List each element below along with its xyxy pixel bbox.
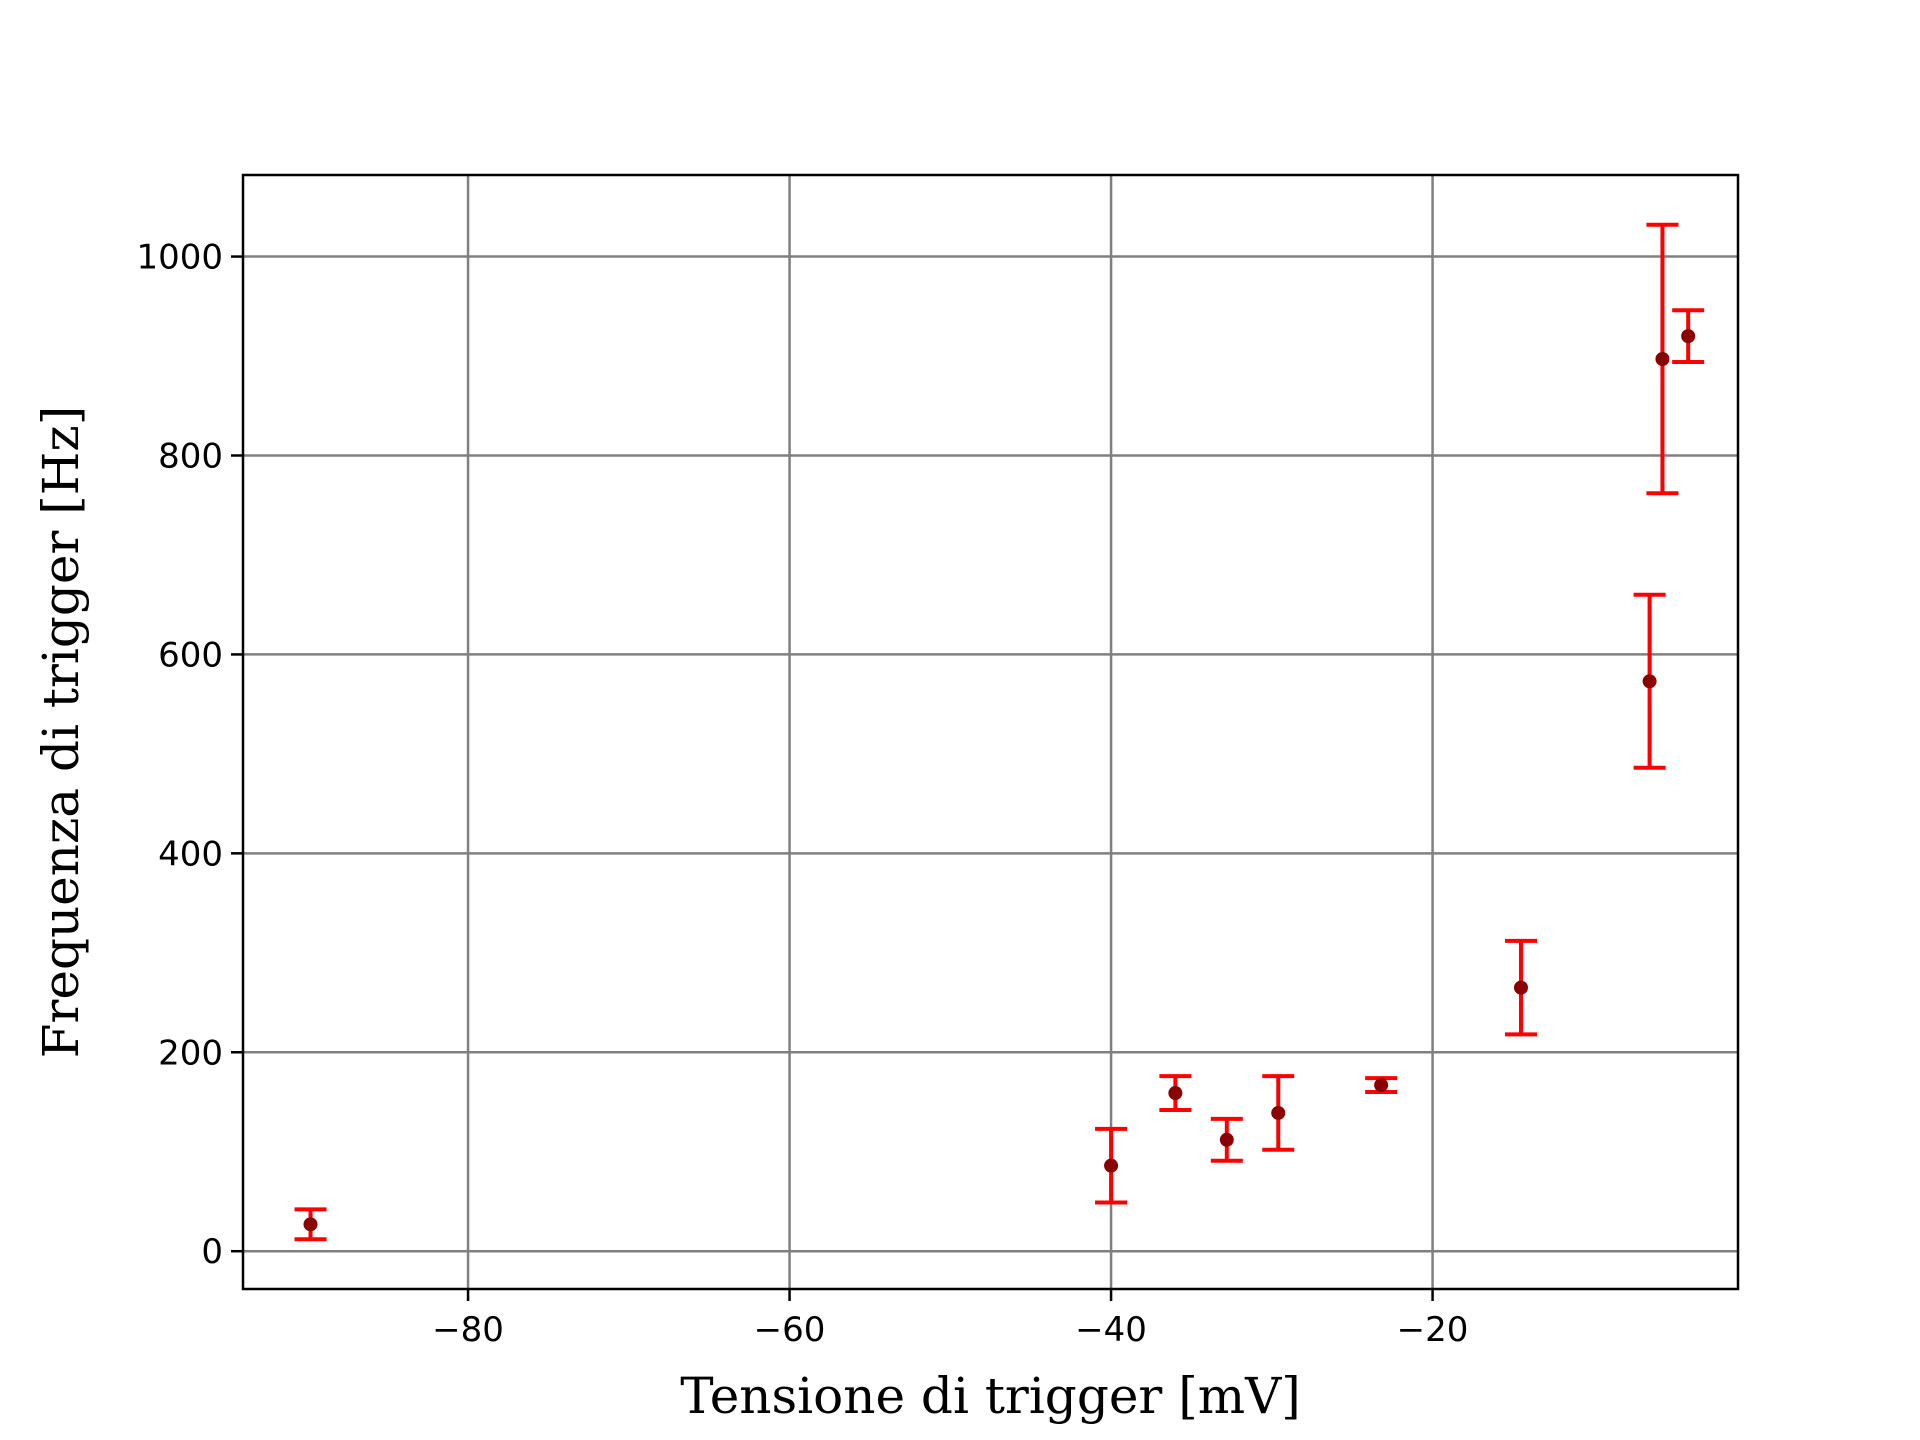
- x-tick-label: −60: [754, 1310, 826, 1350]
- data-point: [1655, 352, 1670, 367]
- x-tick-label: −20: [1397, 1310, 1469, 1350]
- data-series: [294, 222, 1705, 1242]
- data-point: [1219, 1132, 1234, 1147]
- data-point: [1642, 674, 1657, 689]
- data-point: [1104, 1158, 1119, 1173]
- plot-frame: [241, 173, 1740, 1291]
- x-tick-label: −40: [1075, 1310, 1147, 1350]
- x-axis-label: Tensione di trigger [mV]: [680, 1367, 1301, 1425]
- data-point: [1271, 1105, 1286, 1120]
- y-axis-label: Frequenza di trigger [Hz]: [32, 406, 90, 1058]
- y-tick-label: 200: [158, 1033, 223, 1073]
- axis-ticks: −80 −60 −40 −20 0 200 400 600 800 1000: [136, 238, 1468, 1350]
- y-tick-label: 400: [158, 834, 223, 874]
- grid: [243, 175, 1738, 1289]
- y-tick-label: 600: [158, 635, 223, 675]
- y-tick-label: 800: [158, 436, 223, 476]
- data-point: [1681, 329, 1696, 344]
- data-point: [1513, 980, 1528, 995]
- data-point: [1374, 1078, 1389, 1093]
- x-tick-label: −80: [432, 1310, 504, 1350]
- data-point: [1168, 1086, 1183, 1101]
- y-tick-label: 0: [201, 1232, 223, 1272]
- data-point: [303, 1217, 318, 1232]
- y-tick-label: 1000: [136, 238, 223, 278]
